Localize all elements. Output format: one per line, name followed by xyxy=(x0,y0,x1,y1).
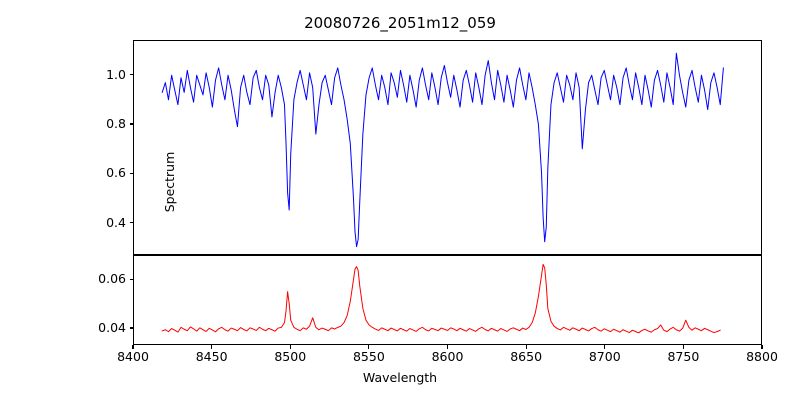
x-tick-mark xyxy=(368,345,370,349)
figure-title: 20080726_2051m12_059 xyxy=(304,14,496,32)
error-axes: Error xyxy=(133,255,762,345)
x-tick-mark xyxy=(446,345,449,349)
spectrum-y-tick-label: 0.4 xyxy=(106,214,126,230)
x-tick-mark xyxy=(132,345,134,349)
spectrum-y-tick-mark xyxy=(129,172,133,174)
x-tick-mark xyxy=(211,345,213,349)
spectrum-y-axis-label: Spectrum xyxy=(162,151,177,213)
spectrum-y-tick-mark xyxy=(129,123,133,125)
x-tick-label: 8450 xyxy=(195,349,228,364)
x-tick-mark xyxy=(525,345,527,349)
x-tick-label: 8800 xyxy=(746,349,778,364)
x-tick-label: 8500 xyxy=(274,349,307,364)
x-tick-label: 8550 xyxy=(352,349,385,364)
x-tick-label: 8400 xyxy=(117,349,149,364)
spectrum-y-tick-mark xyxy=(129,74,133,76)
error-plot-area xyxy=(134,256,761,344)
spectrum-y-tick-label: 0.6 xyxy=(106,165,126,181)
x-tick-label: 8750 xyxy=(667,349,700,364)
spectrum-plot-area xyxy=(134,41,761,254)
error-y-tick-label: 0.06 xyxy=(98,271,126,287)
x-tick-label: 8600 xyxy=(431,349,464,364)
x-tick-label: 8700 xyxy=(588,349,621,364)
x-tick-mark xyxy=(289,345,291,349)
x-axis-label: Wavelength xyxy=(362,370,438,385)
spectrum-y-tick-mark xyxy=(129,222,133,224)
spectrum-axes: Spectrum xyxy=(133,40,762,255)
x-tick-mark xyxy=(604,345,606,349)
x-tick-mark xyxy=(761,345,763,349)
x-tick-label: 8650 xyxy=(510,349,543,364)
error-y-tick-mark xyxy=(129,327,133,329)
error-line xyxy=(162,264,720,333)
error-y-tick-mark xyxy=(129,278,133,280)
spectrum-y-tick-label: 0.8 xyxy=(106,116,126,132)
spectrum-line xyxy=(162,53,723,246)
x-tick-mark xyxy=(682,345,684,349)
error-y-tick-label: 0.04 xyxy=(98,319,126,335)
spectrum-y-tick-label: 1.0 xyxy=(106,66,126,82)
